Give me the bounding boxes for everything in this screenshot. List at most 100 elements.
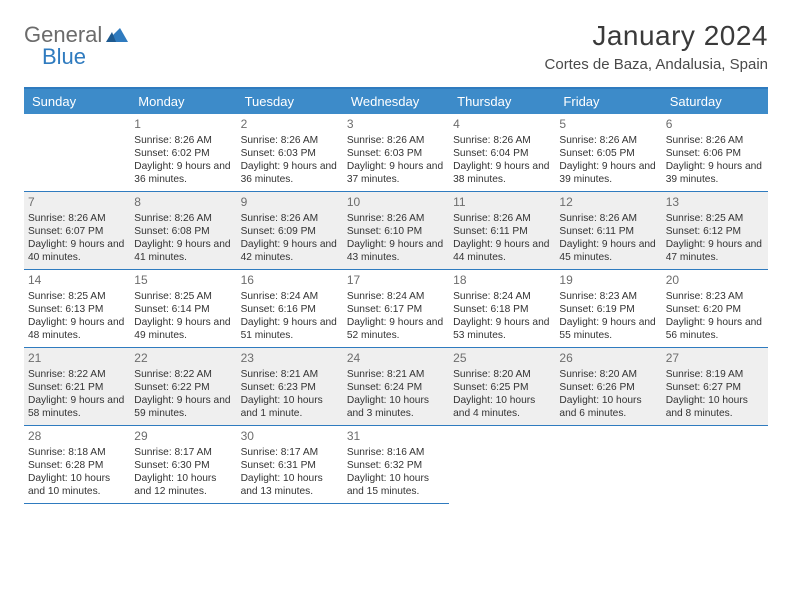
- calendar-body: 1Sunrise: 8:26 AMSunset: 6:02 PMDaylight…: [24, 114, 768, 504]
- calendar-cell: 15Sunrise: 8:25 AMSunset: 6:14 PMDayligh…: [130, 270, 236, 348]
- day-number: 20: [666, 273, 764, 289]
- day-detail: Sunrise: 8:21 AMSunset: 6:24 PMDaylight:…: [347, 368, 445, 421]
- calendar-cell: 25Sunrise: 8:20 AMSunset: 6:25 PMDayligh…: [449, 348, 555, 426]
- day-header: Monday: [130, 89, 236, 114]
- calendar-cell: [555, 426, 661, 504]
- calendar-cell: 18Sunrise: 8:24 AMSunset: 6:18 PMDayligh…: [449, 270, 555, 348]
- calendar-cell: [449, 426, 555, 504]
- header: General January 2024 Cortes de Baza, And…: [24, 20, 768, 73]
- calendar-cell: 26Sunrise: 8:20 AMSunset: 6:26 PMDayligh…: [555, 348, 661, 426]
- day-number: 12: [559, 195, 657, 211]
- calendar-cell: 24Sunrise: 8:21 AMSunset: 6:24 PMDayligh…: [343, 348, 449, 426]
- day-detail: Sunrise: 8:22 AMSunset: 6:22 PMDaylight:…: [134, 368, 232, 421]
- day-detail: Sunrise: 8:16 AMSunset: 6:32 PMDaylight:…: [347, 446, 445, 499]
- day-number: 22: [134, 351, 232, 367]
- day-detail: Sunrise: 8:19 AMSunset: 6:27 PMDaylight:…: [666, 368, 764, 421]
- day-detail: Sunrise: 8:25 AMSunset: 6:12 PMDaylight:…: [666, 212, 764, 265]
- calendar-cell: 4Sunrise: 8:26 AMSunset: 6:04 PMDaylight…: [449, 114, 555, 192]
- calendar-cell: 10Sunrise: 8:26 AMSunset: 6:10 PMDayligh…: [343, 192, 449, 270]
- calendar-cell: 12Sunrise: 8:26 AMSunset: 6:11 PMDayligh…: [555, 192, 661, 270]
- day-detail: Sunrise: 8:26 AMSunset: 6:07 PMDaylight:…: [28, 212, 126, 265]
- logo-mark-icon: [104, 24, 130, 46]
- calendar-cell: 9Sunrise: 8:26 AMSunset: 6:09 PMDaylight…: [237, 192, 343, 270]
- day-header: Wednesday: [343, 89, 449, 114]
- day-number: 24: [347, 351, 445, 367]
- day-number: 6: [666, 117, 764, 133]
- logo-word-blue: Blue: [42, 44, 86, 70]
- calendar-cell: 20Sunrise: 8:23 AMSunset: 6:20 PMDayligh…: [662, 270, 768, 348]
- day-detail: Sunrise: 8:26 AMSunset: 6:05 PMDaylight:…: [559, 134, 657, 187]
- calendar-cell: 30Sunrise: 8:17 AMSunset: 6:31 PMDayligh…: [237, 426, 343, 504]
- day-number: 8: [134, 195, 232, 211]
- calendar-cell: 31Sunrise: 8:16 AMSunset: 6:32 PMDayligh…: [343, 426, 449, 504]
- day-number: 19: [559, 273, 657, 289]
- day-detail: Sunrise: 8:23 AMSunset: 6:20 PMDaylight:…: [666, 290, 764, 343]
- day-number: 21: [28, 351, 126, 367]
- day-number: 15: [134, 273, 232, 289]
- day-number: 27: [666, 351, 764, 367]
- calendar-cell: 21Sunrise: 8:22 AMSunset: 6:21 PMDayligh…: [24, 348, 130, 426]
- day-number: 10: [347, 195, 445, 211]
- day-number: 9: [241, 195, 339, 211]
- day-number: 14: [28, 273, 126, 289]
- calendar-cell: 2Sunrise: 8:26 AMSunset: 6:03 PMDaylight…: [237, 114, 343, 192]
- calendar-cell: 19Sunrise: 8:23 AMSunset: 6:19 PMDayligh…: [555, 270, 661, 348]
- day-number: 3: [347, 117, 445, 133]
- calendar-cell: 7Sunrise: 8:26 AMSunset: 6:07 PMDaylight…: [24, 192, 130, 270]
- day-header: Tuesday: [237, 89, 343, 114]
- day-detail: Sunrise: 8:18 AMSunset: 6:28 PMDaylight:…: [28, 446, 126, 499]
- logo-word-general: General: [24, 24, 102, 46]
- day-header: Friday: [555, 89, 661, 114]
- day-number: 11: [453, 195, 551, 211]
- day-detail: Sunrise: 8:25 AMSunset: 6:13 PMDaylight:…: [28, 290, 126, 343]
- day-detail: Sunrise: 8:22 AMSunset: 6:21 PMDaylight:…: [28, 368, 126, 421]
- day-detail: Sunrise: 8:24 AMSunset: 6:18 PMDaylight:…: [453, 290, 551, 343]
- calendar-header-row: SundayMondayTuesdayWednesdayThursdayFrid…: [24, 89, 768, 114]
- day-detail: Sunrise: 8:26 AMSunset: 6:09 PMDaylight:…: [241, 212, 339, 265]
- day-detail: Sunrise: 8:20 AMSunset: 6:25 PMDaylight:…: [453, 368, 551, 421]
- month-title: January 2024: [545, 20, 768, 52]
- day-number: 30: [241, 429, 339, 445]
- day-detail: Sunrise: 8:25 AMSunset: 6:14 PMDaylight:…: [134, 290, 232, 343]
- day-number: 26: [559, 351, 657, 367]
- day-detail: Sunrise: 8:26 AMSunset: 6:06 PMDaylight:…: [666, 134, 764, 187]
- day-number: 13: [666, 195, 764, 211]
- day-detail: Sunrise: 8:26 AMSunset: 6:10 PMDaylight:…: [347, 212, 445, 265]
- day-number: 25: [453, 351, 551, 367]
- title-block: January 2024 Cortes de Baza, Andalusia, …: [545, 20, 768, 73]
- day-number: 2: [241, 117, 339, 133]
- calendar-cell: 1Sunrise: 8:26 AMSunset: 6:02 PMDaylight…: [130, 114, 236, 192]
- calendar-cell: 8Sunrise: 8:26 AMSunset: 6:08 PMDaylight…: [130, 192, 236, 270]
- calendar-cell: 11Sunrise: 8:26 AMSunset: 6:11 PMDayligh…: [449, 192, 555, 270]
- calendar-cell: 5Sunrise: 8:26 AMSunset: 6:05 PMDaylight…: [555, 114, 661, 192]
- calendar-cell: 3Sunrise: 8:26 AMSunset: 6:03 PMDaylight…: [343, 114, 449, 192]
- day-header: Sunday: [24, 89, 130, 114]
- day-detail: Sunrise: 8:21 AMSunset: 6:23 PMDaylight:…: [241, 368, 339, 421]
- calendar-cell: 27Sunrise: 8:19 AMSunset: 6:27 PMDayligh…: [662, 348, 768, 426]
- calendar-cell: 14Sunrise: 8:25 AMSunset: 6:13 PMDayligh…: [24, 270, 130, 348]
- day-detail: Sunrise: 8:26 AMSunset: 6:03 PMDaylight:…: [347, 134, 445, 187]
- location-label: Cortes de Baza, Andalusia, Spain: [545, 56, 768, 73]
- day-detail: Sunrise: 8:26 AMSunset: 6:08 PMDaylight:…: [134, 212, 232, 265]
- day-header: Saturday: [662, 89, 768, 114]
- day-number: 28: [28, 429, 126, 445]
- day-detail: Sunrise: 8:17 AMSunset: 6:31 PMDaylight:…: [241, 446, 339, 499]
- day-detail: Sunrise: 8:24 AMSunset: 6:16 PMDaylight:…: [241, 290, 339, 343]
- day-detail: Sunrise: 8:26 AMSunset: 6:04 PMDaylight:…: [453, 134, 551, 187]
- day-detail: Sunrise: 8:20 AMSunset: 6:26 PMDaylight:…: [559, 368, 657, 421]
- calendar-cell: 23Sunrise: 8:21 AMSunset: 6:23 PMDayligh…: [237, 348, 343, 426]
- calendar-cell: 29Sunrise: 8:17 AMSunset: 6:30 PMDayligh…: [130, 426, 236, 504]
- day-number: 18: [453, 273, 551, 289]
- day-detail: Sunrise: 8:26 AMSunset: 6:11 PMDaylight:…: [453, 212, 551, 265]
- day-detail: Sunrise: 8:26 AMSunset: 6:03 PMDaylight:…: [241, 134, 339, 187]
- calendar-cell: 13Sunrise: 8:25 AMSunset: 6:12 PMDayligh…: [662, 192, 768, 270]
- day-detail: Sunrise: 8:23 AMSunset: 6:19 PMDaylight:…: [559, 290, 657, 343]
- day-number: 1: [134, 117, 232, 133]
- day-number: 31: [347, 429, 445, 445]
- day-number: 23: [241, 351, 339, 367]
- day-number: 4: [453, 117, 551, 133]
- day-detail: Sunrise: 8:26 AMSunset: 6:11 PMDaylight:…: [559, 212, 657, 265]
- day-detail: Sunrise: 8:24 AMSunset: 6:17 PMDaylight:…: [347, 290, 445, 343]
- logo: General: [24, 20, 132, 46]
- day-number: 16: [241, 273, 339, 289]
